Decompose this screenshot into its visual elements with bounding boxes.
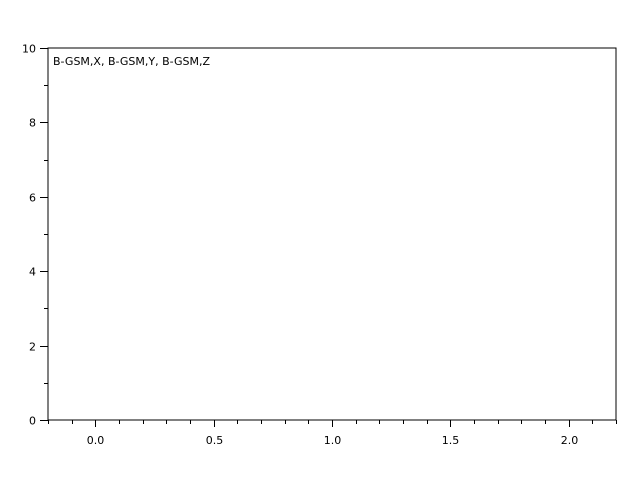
x-tick-label: 1.0 [324, 434, 342, 447]
y-tick-label: 2 [29, 341, 36, 354]
y-tick-label: 0 [29, 415, 36, 428]
x-tick-label: 0.0 [87, 434, 105, 447]
x-tick-label: 0.5 [206, 434, 224, 447]
legend-text: B-GSM,X, B-GSM,Y, B-GSM,Z [53, 55, 210, 68]
x-tick-label: 2.0 [561, 434, 579, 447]
y-tick-label: 10 [22, 43, 36, 56]
y-tick-label: 6 [29, 192, 36, 205]
y-tick-label: 4 [29, 266, 36, 279]
y-tick-label: 8 [29, 117, 36, 130]
plot-frame [47, 47, 617, 421]
x-tick-label: 1.5 [442, 434, 460, 447]
